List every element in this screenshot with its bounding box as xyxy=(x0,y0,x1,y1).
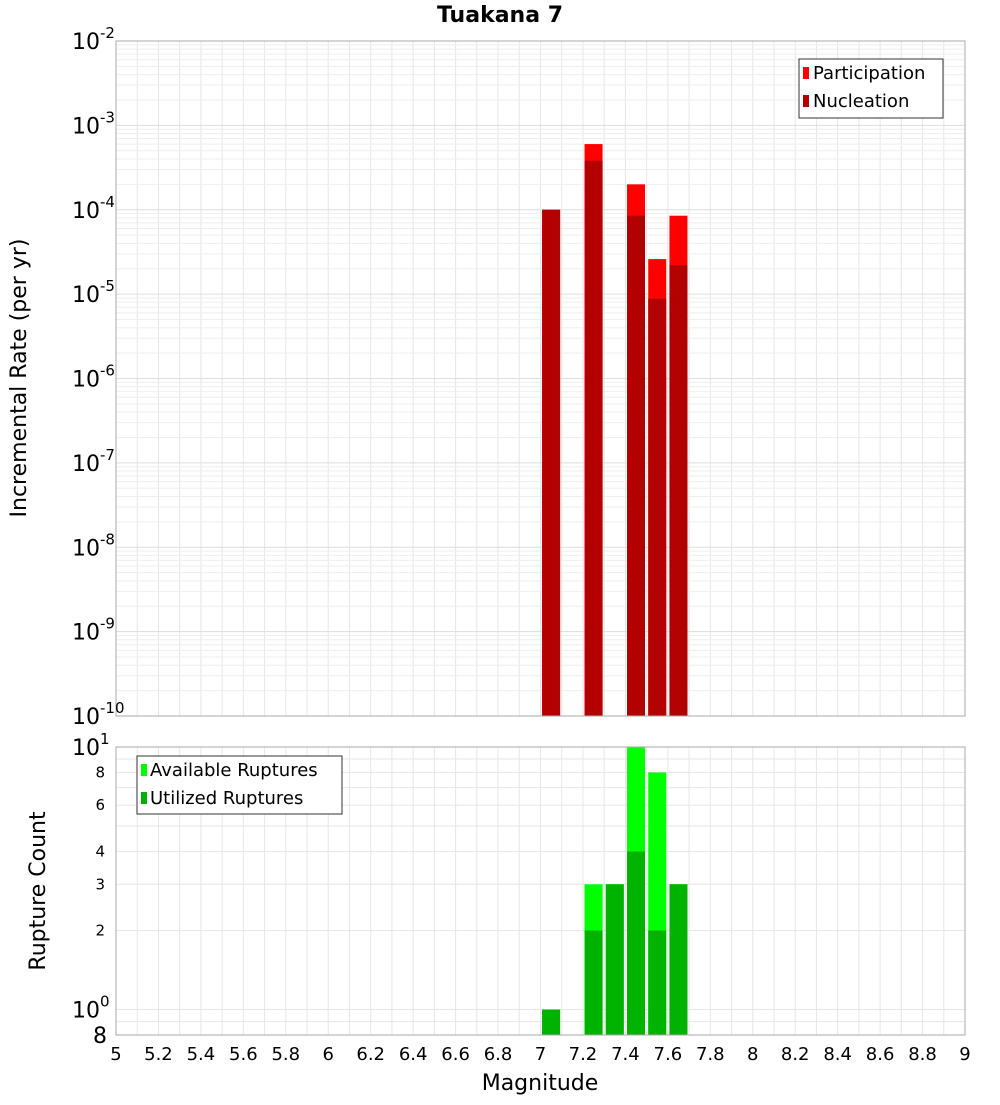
x-tick-label: 5.6 xyxy=(229,1044,258,1065)
x-tick-label: 7.4 xyxy=(611,1044,640,1065)
utilized-bar xyxy=(669,884,687,1035)
nucleation-bar xyxy=(585,161,603,716)
utilized-bar xyxy=(627,851,645,1035)
rate-y-axis-label: Incremental Rate (per yr) xyxy=(7,239,32,518)
utilized-legend-label: Utilized Ruptures xyxy=(150,788,303,809)
participation-swatch xyxy=(803,67,809,79)
rate-y-tick-label: 10-5 xyxy=(72,277,115,308)
x-tick-label: 9 xyxy=(959,1044,970,1065)
x-tick-label: 8.2 xyxy=(781,1044,810,1065)
x-tick-label: 8 xyxy=(747,1044,758,1065)
rate-y-tick-label: 10-4 xyxy=(72,193,115,224)
count-y-axis-label: Rupture Count xyxy=(26,811,51,971)
count-y-tick-label: 8 xyxy=(95,763,105,781)
participation-legend-label: Participation xyxy=(813,63,925,84)
x-tick-label: 7.2 xyxy=(569,1044,598,1065)
available-legend-label: Available Ruptures xyxy=(150,760,318,781)
x-tick-labels: 5 5.2 5.4 5.6 5.8 6 6.2 6.4 6.6 6.8 7 7.2 7.4 7.6 7.8 8… xyxy=(110,1044,970,1065)
x-tick-label: 8.8 xyxy=(908,1044,937,1065)
count-y-tick-label: 8 xyxy=(93,1024,107,1049)
rate-grid xyxy=(116,41,965,716)
rate-y-tick-label: 10-8 xyxy=(72,530,115,561)
utilized-swatch xyxy=(141,792,147,804)
x-tick-label: 6.8 xyxy=(484,1044,513,1065)
nucleation-swatch xyxy=(803,95,809,107)
nucleation-bar xyxy=(648,299,666,716)
x-tick-label: 7.6 xyxy=(654,1044,683,1065)
count-y-tick-label: 6 xyxy=(95,796,105,814)
rate-y-tick-label: 10-9 xyxy=(72,615,115,646)
count-y-tick-label: 3 xyxy=(95,875,105,893)
utilized-bar xyxy=(648,931,666,1035)
available-swatch xyxy=(141,764,147,776)
nucleation-bar xyxy=(669,265,687,716)
rate-y-tick-label: 10-7 xyxy=(72,446,115,477)
x-tick-label: 8.4 xyxy=(823,1044,852,1065)
x-tick-label: 5 xyxy=(110,1044,121,1065)
nucleation-bar xyxy=(627,216,645,716)
count-y-tick-label: 4 xyxy=(95,842,105,860)
utilized-bar xyxy=(585,931,603,1035)
count-y-tick-label: 101 xyxy=(72,730,110,761)
rate-y-tick-label: 10-10 xyxy=(72,699,125,730)
x-tick-label: 5.2 xyxy=(144,1044,173,1065)
nucleation-legend-label: Nucleation xyxy=(813,91,909,112)
x-tick-label: 6.2 xyxy=(356,1044,385,1065)
chart-title: Tuakana 7 xyxy=(437,3,563,28)
x-tick-label: 7 xyxy=(535,1044,546,1065)
x-tick-label: 5.4 xyxy=(187,1044,216,1065)
utilized-bar xyxy=(542,1010,560,1035)
rate-y-tick-label: 10-3 xyxy=(72,108,115,139)
count-y-tick-label: 100 xyxy=(72,993,110,1024)
x-tick-label: 5.8 xyxy=(271,1044,300,1065)
x-tick-label: 6.6 xyxy=(441,1044,470,1065)
x-tick-label: 6.4 xyxy=(399,1044,428,1065)
count-legend: Available Ruptures Utilized Ruptures xyxy=(137,756,342,814)
rate-legend: Participation Nucleation xyxy=(799,59,943,118)
rate-y-tick-label: 10-2 xyxy=(72,24,115,55)
x-axis-label: Magnitude xyxy=(482,1071,599,1096)
count-y-tick-label: 2 xyxy=(95,922,105,940)
rate-y-tick-label: 10-6 xyxy=(72,362,115,393)
rate-panel: 10-10 10-9 10-8 10-7 10-6 10-5 10-4 10-3 10-2 In… xyxy=(7,24,965,730)
x-tick-label: 7.8 xyxy=(696,1044,725,1065)
count-panel: 100 101 8 2 3 4 6 8 5 5.2 5.4 5.6 5.8 6 6.2 6.4 6.6 6.8 7… xyxy=(26,730,971,1096)
x-tick-label: 8.6 xyxy=(866,1044,895,1065)
x-tick-label: 6 xyxy=(323,1044,334,1065)
utilized-bar xyxy=(606,884,624,1035)
count-y-ticks: 100 101 8 2 3 4 6 8 xyxy=(72,730,110,1049)
nucleation-bar xyxy=(542,210,560,716)
